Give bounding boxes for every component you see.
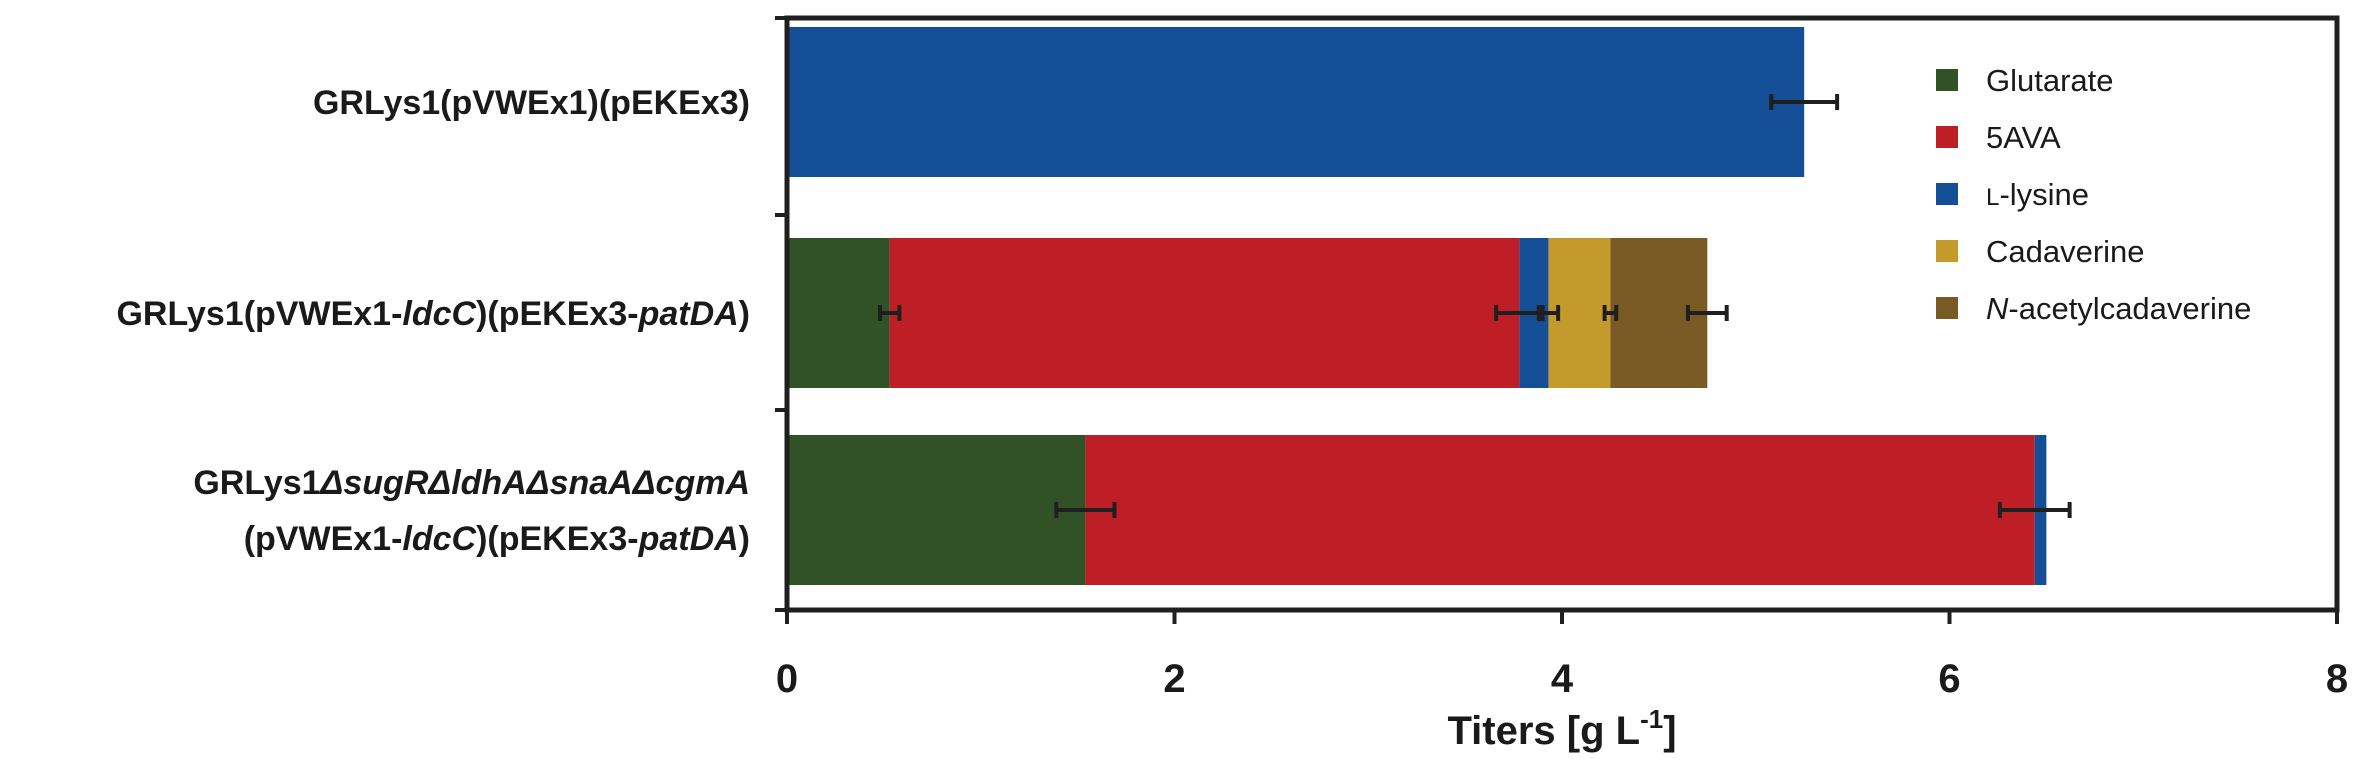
- errorbars-group: [878, 94, 2072, 518]
- legend-swatch: [1936, 297, 1958, 319]
- legend-swatch: [1936, 183, 1958, 205]
- legend-item-1: Glutarate: [1936, 63, 2114, 98]
- bar-segment-2-glutarate: [787, 238, 890, 388]
- legend-label: Cadaverine: [1986, 234, 2145, 269]
- legend-item-2: 5AVA: [1936, 120, 2061, 155]
- bar-segment-2-5ava: [889, 238, 1520, 388]
- x-tick-label: 6: [1938, 657, 1960, 701]
- error-bar-2-4: [1602, 305, 1619, 321]
- legend-item-4: Cadaverine: [1936, 234, 2145, 269]
- error-bar-2-1: [878, 305, 902, 321]
- error-bar-3-2: [1997, 502, 2072, 518]
- legend-label: 5AVA: [1986, 120, 2061, 155]
- error-bar-2-5: [1685, 305, 1729, 321]
- legend-label: L-lysine: [1986, 177, 2089, 212]
- x-axis-ticks: 0 2 4 6 8: [776, 610, 2348, 701]
- legend-label: N-acetylcadaverine: [1986, 291, 2251, 326]
- category-labels: GRLys1(pVWEx1)(pEKEx3) GRLys1(pVWEx1-ldcC…: [116, 84, 750, 558]
- legend-swatch: [1936, 69, 1958, 91]
- bars-group: [787, 27, 2047, 585]
- category-label-2: GRLys1(pVWEx1-ldcC)(pEKEx3-patDA): [116, 295, 750, 333]
- bar-segment-3-glutarate: [787, 435, 1086, 585]
- error-bar-3-1: [1054, 502, 1117, 518]
- legend-swatch: [1936, 126, 1958, 148]
- x-tick-label: 0: [776, 657, 798, 701]
- y-axis-ticks: [775, 16, 787, 612]
- x-tick-label: 8: [2326, 657, 2348, 701]
- bar-segment-3-5ava: [1085, 435, 2035, 585]
- error-bar-2-3: [1536, 305, 1561, 321]
- category-label-3: GRLys1ΔsugRΔldhAΔsnaAΔcgmA (pVWEx1-ldcC)(…: [193, 464, 750, 558]
- legend-swatch: [1936, 240, 1958, 262]
- legend: Glutarate 5AVA L-lysine Cadaverine N-acetylc…: [1936, 63, 2251, 326]
- category-label-1: GRLys1(pVWEx1)(pEKEx3): [313, 84, 750, 122]
- legend-label: Glutarate: [1986, 63, 2114, 98]
- error-bar-1-3: [1769, 94, 1840, 110]
- x-tick-label: 4: [1551, 657, 1574, 701]
- bar-segment-1-l-lysine: [787, 27, 1805, 177]
- x-axis-title: Titers [g L-1]: [1447, 704, 1676, 753]
- legend-item-3: L-lysine: [1936, 177, 2089, 212]
- x-tick-label: 2: [1163, 657, 1185, 701]
- legend-item-5: N-acetylcadaverine: [1936, 291, 2251, 326]
